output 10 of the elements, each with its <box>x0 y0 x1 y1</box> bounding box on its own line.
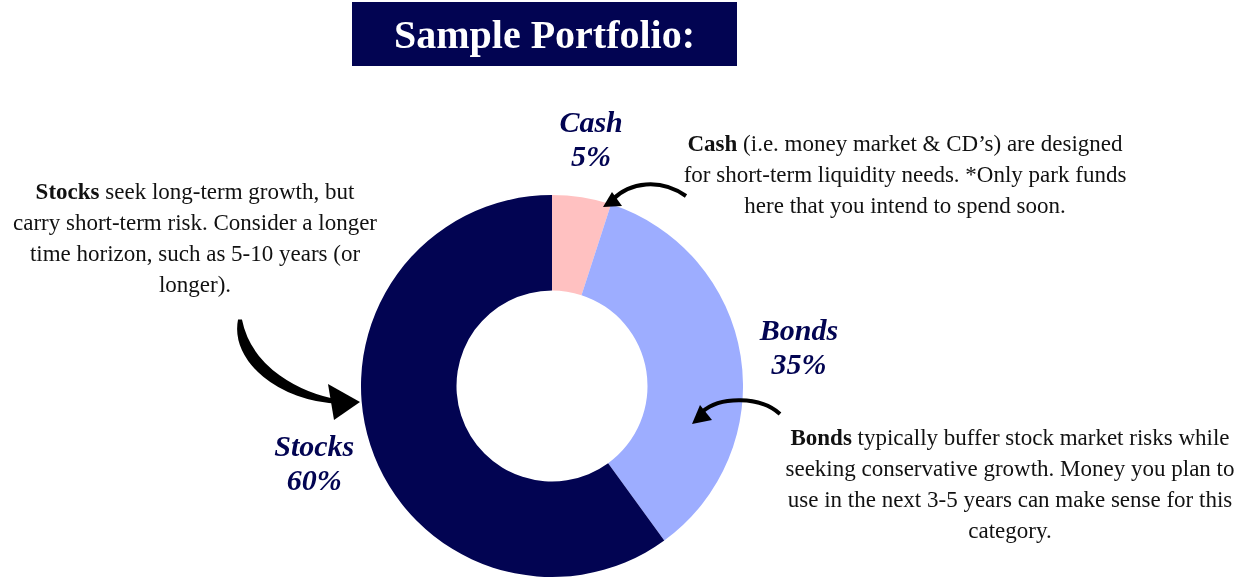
chart-title: Sample Portfolio: <box>352 2 737 66</box>
text: Cash (i.e. money market & CD’s) are designed for short-term liquidity needs. *Only park funds here that you intend to spend soon. <box>683 131 1127 218</box>
data-label: 5% <box>570 139 613 174</box>
data-label: 35% <box>770 346 828 381</box>
slice-label: Stocks <box>273 429 356 464</box>
slice-label: Bonds <box>758 312 840 347</box>
slice-label: Cash <box>558 105 624 140</box>
data-label: 60% <box>285 463 343 498</box>
text: Bonds typically buffer stock market risks while seeking conservative growth. Money you plan to use in the next 3-5 years can make sense for this category. <box>785 425 1235 543</box>
text: Stocks seek long-term growth, but carry short-term risk. Consider a longer time horizon, such as 5-10 years (or longer). <box>12 179 378 297</box>
